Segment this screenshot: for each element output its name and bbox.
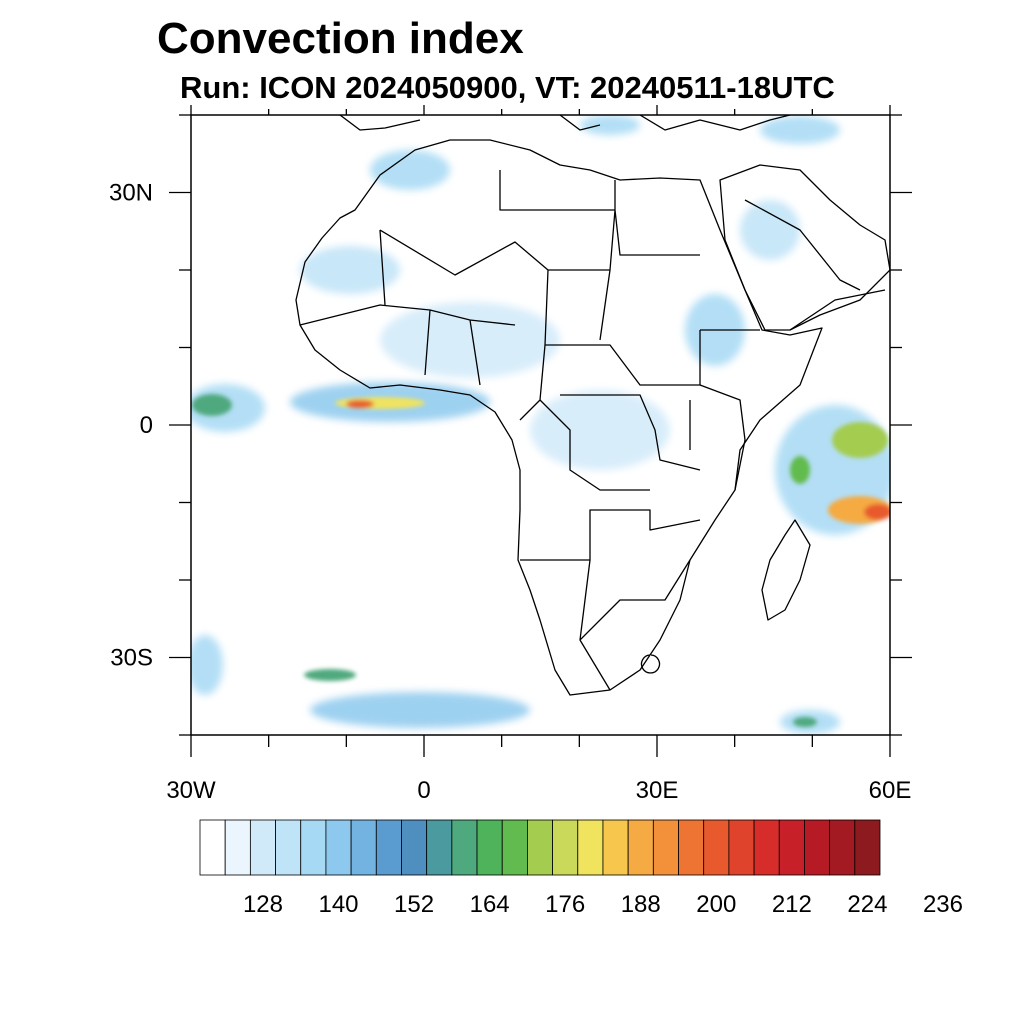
y-tick-label: 30N (109, 180, 153, 207)
colorbar-box (527, 819, 553, 876)
arabia-coastline (719, 164, 890, 331)
field-core-southeast (793, 717, 817, 727)
border-east-africa (689, 329, 760, 491)
colorbar-label: 176 (545, 891, 585, 918)
colorbar-box (375, 819, 402, 876)
colorbar-box (778, 819, 805, 876)
colorbar-box (275, 819, 302, 876)
border-west-africa (299, 304, 546, 421)
field-patch-southwest (191, 635, 223, 695)
colorbar-label: 212 (772, 891, 812, 918)
colorbar-box (627, 819, 654, 876)
colorbar-box (577, 819, 604, 876)
colorbar-box (325, 819, 352, 876)
border-southern-africa (520, 509, 701, 691)
colorbar-label: 188 (621, 891, 661, 918)
colorbar-label: 200 (696, 891, 736, 918)
colorbar-box (678, 819, 705, 876)
colorbar-box (451, 819, 478, 876)
colorbar-label: 152 (394, 891, 434, 918)
colorbar-label: 164 (470, 891, 510, 918)
field-core-indian-ocean-north (832, 422, 888, 458)
africa-coastline (295, 139, 823, 696)
colorbar: 128 140 152 164 176 188 200 212 224 236 (199, 819, 963, 918)
colorbar-box (249, 819, 276, 876)
x-tick-label: 60E (869, 777, 912, 804)
colorbar-box (224, 819, 251, 876)
colorbar-box (804, 819, 831, 876)
colorbar-label: 236 (923, 891, 963, 918)
coastlines-and-borders (295, 115, 890, 696)
field-core-madagascar-east (790, 456, 810, 484)
field-core-guinea-gulf-red (346, 400, 374, 408)
field-patch-south-atlantic (310, 692, 530, 728)
colorbar-box (602, 819, 629, 876)
field-patch-morocco (370, 150, 450, 190)
colorbar-label: 140 (318, 891, 358, 918)
x-tick-label: 0 (417, 777, 430, 804)
map-subtitle: Run: ICON 2024050900, VT: 20240511-18UTC (180, 70, 835, 105)
colorbar-box (401, 819, 428, 876)
field-patch-sahel (380, 302, 560, 378)
europe-coastline (339, 115, 791, 131)
border-central-africa (539, 269, 701, 491)
colorbar-box (501, 819, 528, 876)
colorbar-box (753, 819, 780, 876)
field-patch-mediterranean-east (760, 116, 840, 144)
y-tick-label: 30S (110, 645, 153, 672)
colorbar-box (829, 819, 856, 876)
y-tick-label: 0 (140, 412, 153, 439)
field-core-atlantic-west (192, 394, 232, 416)
madagascar-coastline (761, 519, 811, 621)
map-title: Convection index (157, 14, 524, 63)
colorbar-box (199, 819, 226, 876)
colorbar-box (854, 819, 881, 876)
colorbar-box (300, 819, 327, 876)
field-core-south-atlantic (304, 669, 356, 681)
map-axes: 30W 0 30E 60E 30N 0 30S (109, 105, 912, 804)
field-patch-mediterranean-central (580, 115, 640, 135)
colorbar-label: 128 (243, 891, 283, 918)
colorbar-box (426, 819, 453, 876)
colorbar-box (703, 819, 730, 876)
colorbar-box (350, 819, 377, 876)
colorbar-label: 224 (847, 891, 887, 918)
colorbar-box (728, 819, 755, 876)
field-patch-sahara-west (300, 246, 400, 294)
colorbar-box (476, 819, 503, 876)
border-arabia (744, 199, 886, 331)
x-tick-label: 30W (166, 777, 216, 804)
colorbar-box (552, 819, 579, 876)
field-core-indian-ocean-red (864, 504, 890, 520)
field-patch-arabia (740, 200, 800, 260)
convection-field (191, 115, 890, 734)
field-patch-congo (530, 390, 670, 470)
colorbar-box (652, 819, 679, 876)
border-sahara (379, 170, 700, 346)
x-tick-label: 30E (636, 777, 679, 804)
